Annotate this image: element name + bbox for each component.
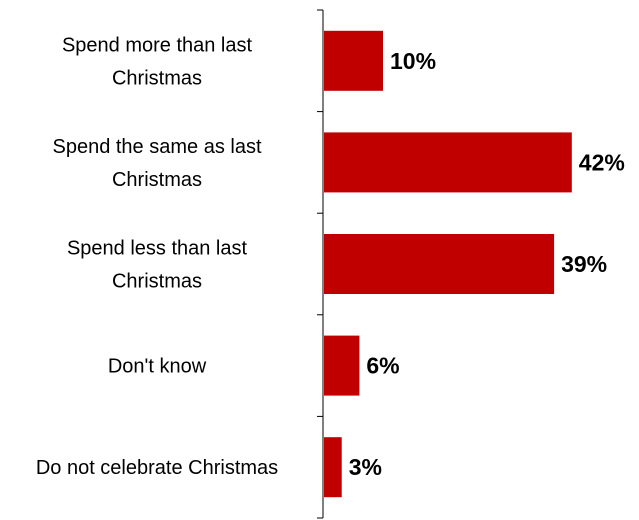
category-label: Spend less than last Christmas: [67, 238, 248, 293]
category-labels: Spend more than last Christmas Spend the s…: [36, 34, 278, 479]
data-label: 39%: [561, 251, 607, 277]
data-label: 3%: [349, 454, 382, 480]
value-labels: 10% 42% 39% 6% 3%: [349, 48, 625, 480]
category-label: Spend more than last Christmas: [62, 34, 253, 89]
bar: [324, 437, 342, 498]
bar: [324, 335, 360, 396]
data-label: 6%: [366, 353, 399, 379]
category-label: Don't know: [108, 356, 207, 378]
data-label: 42%: [579, 149, 625, 175]
bars: [324, 30, 572, 498]
category-label: Spend the same as last Christmas: [52, 136, 261, 191]
bar: [324, 132, 572, 193]
category-label: Do not celebrate Christmas: [36, 457, 278, 479]
bar: [324, 234, 555, 294]
bar: [324, 30, 383, 91]
data-label: 10%: [390, 48, 436, 74]
category-axis: [317, 9, 324, 519]
